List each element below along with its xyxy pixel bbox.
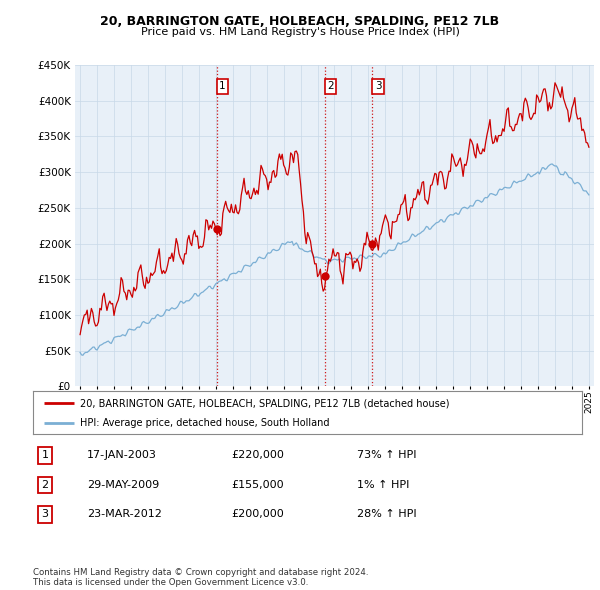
Text: 1: 1 — [41, 451, 49, 460]
Text: £200,000: £200,000 — [231, 510, 284, 519]
Text: 2: 2 — [41, 480, 49, 490]
Text: 1% ↑ HPI: 1% ↑ HPI — [357, 480, 409, 490]
Text: £220,000: £220,000 — [231, 451, 284, 460]
Text: 20, BARRINGTON GATE, HOLBEACH, SPALDING, PE12 7LB (detached house): 20, BARRINGTON GATE, HOLBEACH, SPALDING,… — [80, 398, 449, 408]
Text: HPI: Average price, detached house, South Holland: HPI: Average price, detached house, Sout… — [80, 418, 329, 428]
Text: 23-MAR-2012: 23-MAR-2012 — [87, 510, 162, 519]
Text: 3: 3 — [41, 510, 49, 519]
Text: £155,000: £155,000 — [231, 480, 284, 490]
Text: 2: 2 — [327, 81, 334, 91]
Text: 1: 1 — [219, 81, 226, 91]
Text: 28% ↑ HPI: 28% ↑ HPI — [357, 510, 416, 519]
Text: 73% ↑ HPI: 73% ↑ HPI — [357, 451, 416, 460]
Text: 20, BARRINGTON GATE, HOLBEACH, SPALDING, PE12 7LB: 20, BARRINGTON GATE, HOLBEACH, SPALDING,… — [100, 15, 500, 28]
Text: Price paid vs. HM Land Registry's House Price Index (HPI): Price paid vs. HM Land Registry's House … — [140, 27, 460, 37]
Text: Contains HM Land Registry data © Crown copyright and database right 2024.
This d: Contains HM Land Registry data © Crown c… — [33, 568, 368, 587]
Text: 17-JAN-2003: 17-JAN-2003 — [87, 451, 157, 460]
Text: 3: 3 — [375, 81, 382, 91]
Text: 29-MAY-2009: 29-MAY-2009 — [87, 480, 159, 490]
